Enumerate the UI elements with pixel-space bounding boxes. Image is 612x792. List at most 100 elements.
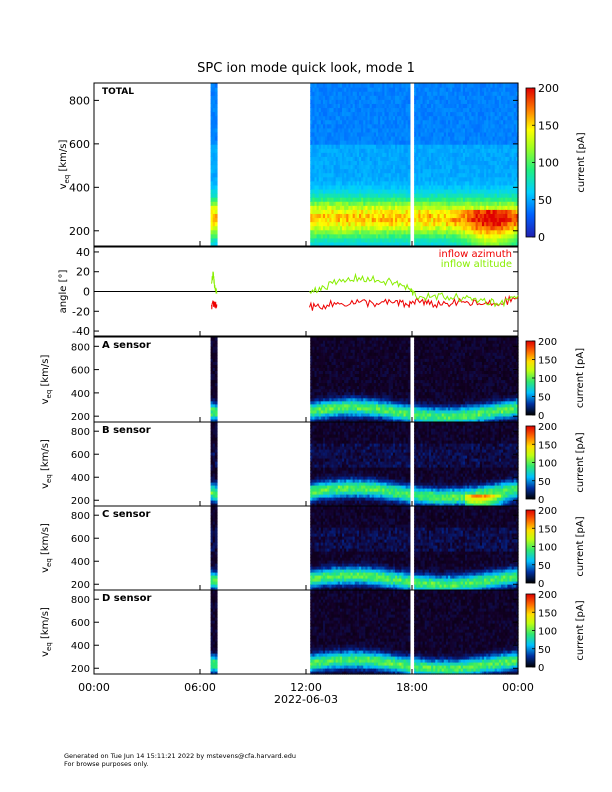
heatmap-cell <box>416 160 419 166</box>
heatmap-cell <box>426 225 430 231</box>
heatmap-cell <box>314 111 318 117</box>
heatmap-cell <box>414 217 417 223</box>
heatmap-cell <box>373 213 377 219</box>
heatmap-cell <box>407 184 411 190</box>
heatmap-cell <box>371 168 375 174</box>
heatmap-cell <box>367 156 371 162</box>
heatmap-cell <box>356 172 360 178</box>
heatmap-cell <box>439 148 443 153</box>
heatmap-cell <box>403 87 407 92</box>
heatmap-cell <box>422 201 426 206</box>
heatmap-cell <box>316 148 320 153</box>
heatmap-cell <box>428 213 432 219</box>
heatmap-cell <box>371 205 375 210</box>
heatmap-cell <box>312 233 316 239</box>
heatmap-cell <box>405 213 409 219</box>
heatmap-cell <box>318 119 322 125</box>
heatmap-cell <box>363 205 366 210</box>
heatmap-cell <box>346 87 349 92</box>
heatmap-cell <box>428 201 432 206</box>
heatmap-cell <box>333 95 337 100</box>
heatmap-cell <box>405 148 409 153</box>
heatmap-cell <box>416 91 419 96</box>
heatmap-cell <box>392 148 396 153</box>
heatmap-cell <box>367 180 371 186</box>
heatmap-cell <box>329 91 333 96</box>
heatmap-cell <box>333 160 337 166</box>
heatmap-cell <box>373 160 377 166</box>
heatmap-cell <box>390 201 394 206</box>
heatmap-cell <box>359 144 362 149</box>
heatmap-cell <box>339 168 343 174</box>
heatmap-cell <box>337 172 341 178</box>
heatmap-cell <box>433 225 436 231</box>
heatmap-cell <box>397 176 400 182</box>
heatmap-cell <box>445 160 449 166</box>
heatmap-cell <box>443 103 447 109</box>
heatmap-cell <box>443 144 447 149</box>
heatmap-cell <box>367 193 371 198</box>
heatmap-cell <box>331 217 335 223</box>
heatmap-cell <box>397 168 400 174</box>
heatmap-cell <box>426 188 430 194</box>
heatmap-cell <box>310 180 313 186</box>
heatmap-cell <box>378 217 381 223</box>
heatmap-cell <box>371 144 375 149</box>
heatmap-cell <box>422 213 426 219</box>
heatmap-cell <box>314 156 318 162</box>
heatmap-cell <box>386 160 390 166</box>
heatmap-cell <box>335 221 339 227</box>
heatmap-cell <box>405 217 409 223</box>
heatmap-cell <box>312 172 316 178</box>
heatmap-cell <box>445 209 449 214</box>
heatmap-cell <box>380 197 383 202</box>
heatmap-cell <box>333 123 337 129</box>
heatmap-cell <box>210 205 214 210</box>
heatmap-cell <box>388 241 392 247</box>
heatmap-cell <box>348 115 352 121</box>
heatmap-cell <box>346 209 349 214</box>
heatmap-cell <box>448 193 451 198</box>
heatmap-cell <box>320 119 324 125</box>
heatmap-cell <box>354 148 358 153</box>
heatmap-cell <box>405 205 409 210</box>
heatmap-cell <box>426 241 430 247</box>
heatmap-cell <box>337 135 341 141</box>
heatmap-cell <box>420 87 424 92</box>
heatmap-cell <box>339 233 343 239</box>
heatmap-cell <box>354 160 358 166</box>
heatmap-cell <box>337 87 341 92</box>
heatmap-cell <box>354 184 358 190</box>
heatmap-cell <box>371 152 375 157</box>
heatmap-cell <box>403 184 407 190</box>
heatmap-cell <box>395 209 398 214</box>
heatmap-cell <box>401 127 405 133</box>
heatmap-cell <box>433 229 436 235</box>
heatmap-cell <box>369 119 373 125</box>
heatmap-cell <box>350 95 354 100</box>
heatmap-cell <box>316 107 320 113</box>
heatmap-cell <box>352 168 356 174</box>
heatmap-cell <box>399 123 402 129</box>
heatmap-cell <box>373 131 377 137</box>
heatmap-cell <box>337 188 341 194</box>
heatmap-cell <box>356 123 360 129</box>
heatmap-cell <box>339 160 343 166</box>
heatmap-cell <box>325 95 328 100</box>
heatmap-cell <box>373 180 377 186</box>
heatmap-cell <box>316 135 320 141</box>
heatmap-cell <box>445 217 449 223</box>
heatmap-cell <box>420 107 424 113</box>
heatmap-cell <box>356 95 360 100</box>
heatmap-cell <box>397 148 400 153</box>
heatmap-cell <box>448 241 451 247</box>
heatmap-cell <box>365 127 369 133</box>
heatmap-cell <box>316 168 320 174</box>
heatmap-cell <box>312 87 316 92</box>
heatmap-cell <box>314 95 318 100</box>
heatmap-cell <box>399 144 402 149</box>
heatmap-cell <box>346 115 349 121</box>
heatmap-cell <box>414 184 417 190</box>
heatmap-cell <box>380 148 383 153</box>
